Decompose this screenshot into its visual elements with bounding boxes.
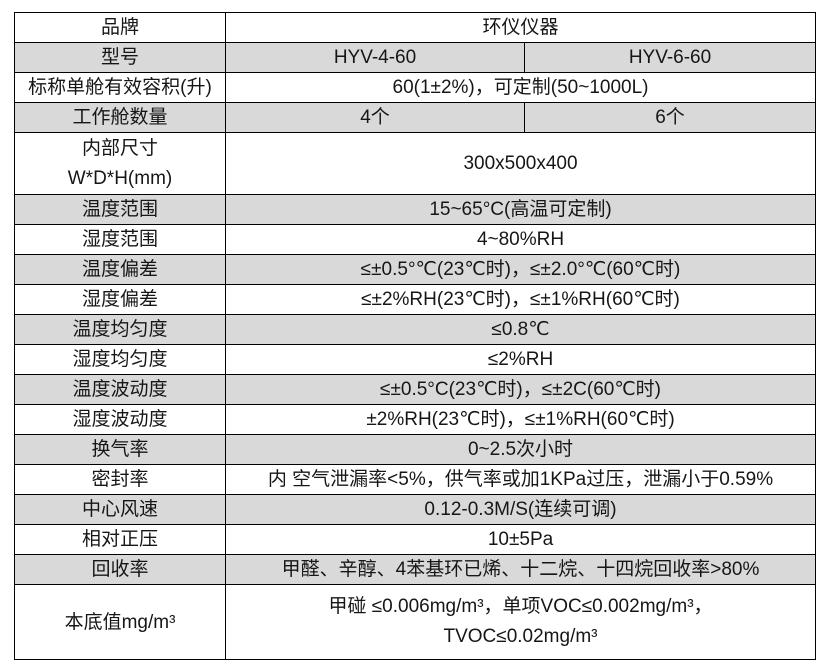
relative-pressure-row: 相对正压 10±5Pa <box>14 524 817 555</box>
background-value-row: 本底值mg/m³ 甲碰 ≤0.006mg/m³，单项VOC≤0.002mg/m³… <box>14 584 817 660</box>
humidity-fluctuation-value: ±2%RH(23℃时)，≤±1%RH(60℃时) <box>224 404 817 435</box>
humidity-deviation-label: 湿度偏差 <box>14 284 226 315</box>
humidity-range-row: 湿度范围 4~80%RH <box>14 224 817 255</box>
background-value-line2: TVOC≤0.02mg/m³ <box>443 626 598 647</box>
chamber-count-row: 工作舱数量 4个 6个 <box>14 102 817 133</box>
brand-value: 环仪仪器 <box>224 12 817 43</box>
temperature-uniformity-label: 温度均匀度 <box>14 314 226 345</box>
temperature-uniformity-value: ≤0.8℃ <box>224 314 817 345</box>
humidity-uniformity-row: 湿度均匀度 ≤2%RH <box>14 344 817 375</box>
humidity-uniformity-label: 湿度均匀度 <box>14 344 226 375</box>
center-wind-speed-label: 中心风速 <box>14 494 226 525</box>
internal-dimensions-label-line2: W*D*H(mm) <box>67 167 173 189</box>
model-value-2: HYV-6-60 <box>523 42 817 73</box>
humidity-deviation-value: ≤±2%RH(23℃时)，≤±1%RH(60℃时) <box>224 284 817 315</box>
relative-pressure-value: 10±5Pa <box>224 524 817 555</box>
background-value-label: 本底值mg/m³ <box>14 584 226 660</box>
temperature-deviation-value: ≤±0.5°℃(23℃时)，≤±2.0°℃(60℃时) <box>224 254 817 285</box>
chamber-count-value-1: 4个 <box>225 102 525 133</box>
model-row: 型号 HYV-4-60 HYV-6-60 <box>14 42 817 73</box>
temperature-deviation-row: 温度偏差 ≤±0.5°℃(23℃时)，≤±2.0°℃(60℃时) <box>14 254 817 285</box>
internal-dimensions-row: 内部尺寸 W*D*H(mm) 300x500x400 <box>14 132 817 195</box>
temperature-deviation-label: 温度偏差 <box>14 254 226 285</box>
relative-pressure-label: 相对正压 <box>14 524 226 555</box>
chamber-count-value-2: 6个 <box>523 102 817 133</box>
center-wind-speed-row: 中心风速 0.12-0.3M/S(连续可调) <box>14 494 817 525</box>
temperature-range-label: 温度范围 <box>14 194 226 225</box>
temperature-range-row: 温度范围 15~65°C(高温可定制) <box>14 194 817 225</box>
humidity-fluctuation-row: 湿度波动度 ±2%RH(23℃时)，≤±1%RH(60℃时) <box>14 404 817 435</box>
temperature-fluctuation-row: 温度波动度 ≤±0.5°C(23℃时)，≤±2C(60℃时) <box>14 374 817 405</box>
chamber-volume-value: 60(1±2%)，可定制(50~1000L) <box>224 72 817 103</box>
humidity-range-label: 湿度范围 <box>14 224 226 255</box>
model-value-1: HYV-4-60 <box>225 42 525 73</box>
recovery-rate-value: 甲醛、辛醇、4苯基环已烯、十二烷、十四烷回收率>80% <box>224 554 817 585</box>
brand-label: 品牌 <box>14 12 226 43</box>
sealing-rate-row: 密封率 内 空气泄漏率<5%，供气率或加1KPa过压，泄漏小于0.59% <box>14 464 817 495</box>
temperature-fluctuation-label: 温度波动度 <box>14 374 226 405</box>
background-value-value: 甲碰 ≤0.006mg/m³，单项VOC≤0.002mg/m³， TVOC≤0.… <box>224 584 817 660</box>
air-exchange-rate-row: 换气率 0~2.5次小时 <box>14 434 817 465</box>
humidity-range-value: 4~80%RH <box>224 224 817 255</box>
internal-dimensions-label: 内部尺寸 W*D*H(mm) <box>14 132 226 195</box>
air-exchange-rate-label: 换气率 <box>14 434 226 465</box>
internal-dimensions-label-line1: 内部尺寸 <box>81 137 158 159</box>
recovery-rate-row: 回收率 甲醛、辛醇、4苯基环已烯、十二烷、十四烷回收率>80% <box>14 554 817 585</box>
chamber-volume-label: 标称单舱有效容积(升) <box>14 72 226 103</box>
recovery-rate-label: 回收率 <box>14 554 226 585</box>
spec-table: 品牌 环仪仪器 型号 HYV-4-60 HYV-6-60 标称单舱有效容积(升)… <box>14 12 817 660</box>
internal-dimensions-value: 300x500x400 <box>224 132 817 195</box>
humidity-uniformity-value: ≤2%RH <box>224 344 817 375</box>
humidity-fluctuation-label: 湿度波动度 <box>14 404 226 435</box>
center-wind-speed-value: 0.12-0.3M/S(连续可调) <box>224 494 817 525</box>
temperature-fluctuation-value: ≤±0.5°C(23℃时)，≤±2C(60℃时) <box>224 374 817 405</box>
air-exchange-rate-value: 0~2.5次小时 <box>224 434 817 465</box>
humidity-deviation-row: 湿度偏差 ≤±2%RH(23℃时)，≤±1%RH(60℃时) <box>14 284 817 315</box>
model-label: 型号 <box>14 42 226 73</box>
chamber-volume-row: 标称单舱有效容积(升) 60(1±2%)，可定制(50~1000L) <box>14 72 817 103</box>
chamber-count-label: 工作舱数量 <box>14 102 226 133</box>
sealing-rate-value: 内 空气泄漏率<5%，供气率或加1KPa过压，泄漏小于0.59% <box>224 464 817 495</box>
temperature-uniformity-row: 温度均匀度 ≤0.8℃ <box>14 314 817 345</box>
brand-row: 品牌 环仪仪器 <box>14 12 817 43</box>
sealing-rate-label: 密封率 <box>14 464 226 495</box>
background-value-line1: 甲碰 ≤0.006mg/m³，单项VOC≤0.002mg/m³， <box>328 596 713 617</box>
temperature-range-value: 15~65°C(高温可定制) <box>224 194 817 225</box>
